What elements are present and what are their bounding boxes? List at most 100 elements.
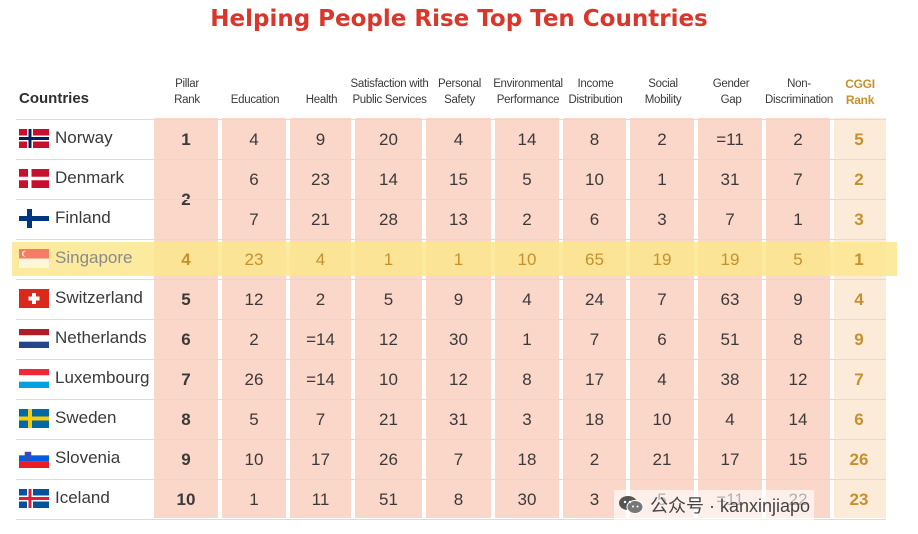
cell-cggi: 3 <box>854 210 864 229</box>
cell-safety: 8 <box>453 490 464 509</box>
column-fill <box>495 118 559 518</box>
cell-mobility: 1 <box>657 170 667 189</box>
cell-environment: 2 <box>522 210 532 229</box>
cggi-column-fill <box>834 118 886 518</box>
column-header-line: Safety <box>444 94 475 106</box>
cell-nondisc: 2 <box>793 130 803 149</box>
row-divider <box>16 319 886 320</box>
cell-nondisc: 9 <box>793 290 803 309</box>
column-header-line: Gender <box>712 78 750 90</box>
cell-health: 9 <box>315 130 326 149</box>
cell-cggi: 26 <box>849 450 869 469</box>
column-header-education: Education <box>216 92 294 108</box>
cell-satisfaction: 28 <box>379 210 398 229</box>
cell-cggi: 4 <box>854 290 864 309</box>
cell-satisfaction: 10 <box>379 370 398 389</box>
column-header-line: Rank <box>845 93 875 107</box>
cell-safety: 13 <box>449 210 468 229</box>
sweden-flag-icon <box>19 409 49 428</box>
column-fill <box>355 118 422 518</box>
column-header-line: Personal <box>438 78 481 90</box>
column-header-line: Environmental <box>493 78 563 90</box>
column-fill <box>222 118 286 518</box>
cell-income: 10 <box>585 170 604 189</box>
cell-environment: 18 <box>517 450 537 469</box>
slovenia-flag-icon <box>19 449 49 468</box>
column-header-line: Discrimination <box>764 94 833 106</box>
cell-environment: 10 <box>517 250 537 269</box>
cell-health: 2 <box>315 290 326 309</box>
cell-income: 18 <box>585 410 604 429</box>
cell-safety: 9 <box>453 290 464 309</box>
cell-gender: =11 <box>716 130 744 149</box>
cell-health: 17 <box>311 450 330 469</box>
row-divider <box>16 399 886 400</box>
column-header-safety: Personal Safety <box>420 76 499 108</box>
column-header-health: Health <box>284 92 359 108</box>
finland-flag-icon <box>19 209 49 228</box>
cell-nondisc: 8 <box>793 330 803 349</box>
cell-pillar: 1 <box>181 130 191 149</box>
row-divider <box>16 239 886 240</box>
cell-income: 3 <box>589 490 600 509</box>
cell-pillar: 8 <box>181 410 191 429</box>
watermark-text: 公众号 · kanxinjiapo <box>650 496 811 516</box>
column-header-satisfaction: Satisfaction with Public Services <box>349 76 430 108</box>
column-header-line: Non- <box>787 78 811 90</box>
cell-income: 65 <box>585 250 604 269</box>
cell-health: =14 <box>306 370 335 389</box>
cell-pillar: 4 <box>181 250 191 269</box>
cell-satisfaction: 26 <box>379 450 398 469</box>
watermark: 公众号 · kanxinjiapo <box>614 490 815 520</box>
cell-mobility: 4 <box>657 370 667 389</box>
cell-pillar: 6 <box>181 330 191 349</box>
column-header-nondisc: Non- Discrimination <box>760 76 838 108</box>
cell-nondisc: 7 <box>793 170 803 189</box>
cell-income: 8 <box>589 130 600 149</box>
norway-flag-icon <box>19 129 49 148</box>
column-header-mobility: Social Mobility <box>624 76 702 108</box>
cell-satisfaction: 1 <box>383 250 394 269</box>
column-fill <box>766 118 830 518</box>
row-divider <box>16 439 886 440</box>
cell-satisfaction: 51 <box>379 490 398 509</box>
row-divider <box>16 119 886 120</box>
cell-education: 5 <box>249 410 259 429</box>
cell-pillar: 5 <box>181 290 191 309</box>
cell-income: 7 <box>589 330 600 349</box>
highlight-row-band <box>12 242 897 276</box>
cell-safety: 30 <box>449 330 468 349</box>
country-name: Iceland <box>55 488 110 507</box>
column-header-line: Gap <box>720 94 742 106</box>
cell-health: 23 <box>311 170 330 189</box>
luxembourg-flag-icon <box>19 369 49 388</box>
iceland-flag-icon <box>19 489 49 508</box>
country-name: Denmark <box>55 168 124 187</box>
column-header-line: Rank <box>174 94 200 106</box>
cell-environment: 5 <box>522 170 532 189</box>
cell-environment: 4 <box>522 290 532 309</box>
cell-education: 1 <box>249 490 259 509</box>
cell-income: 24 <box>585 290 604 309</box>
cell-gender: 51 <box>720 330 740 349</box>
country-name: Switzerland <box>55 288 143 307</box>
cell-satisfaction: 14 <box>379 170 398 189</box>
column-header-cggi: CGGI Rank <box>828 76 892 108</box>
cell-gender: 19 <box>720 250 740 269</box>
cell-income: 2 <box>589 450 600 469</box>
cell-environment: 3 <box>522 410 532 429</box>
cell-gender: 31 <box>720 170 740 189</box>
column-header-line: Distribution <box>568 94 623 106</box>
chart-title: Helping People Rise Top Ten Countries <box>210 6 708 32</box>
column-header-gender: Gender Gap <box>692 76 770 108</box>
cell-cggi: 9 <box>854 330 864 349</box>
column-header-line: Education <box>230 94 280 106</box>
row-divider <box>16 279 886 280</box>
row-divider <box>16 359 886 360</box>
column-header-line: CGGI <box>845 77 875 91</box>
cell-pillar: 9 <box>181 450 191 469</box>
column-header-environment: Environmental Performance <box>489 76 567 108</box>
column-header-income: Income Distribution <box>557 76 634 108</box>
cell-education: 23 <box>244 250 264 269</box>
cell-education: 26 <box>244 370 264 389</box>
